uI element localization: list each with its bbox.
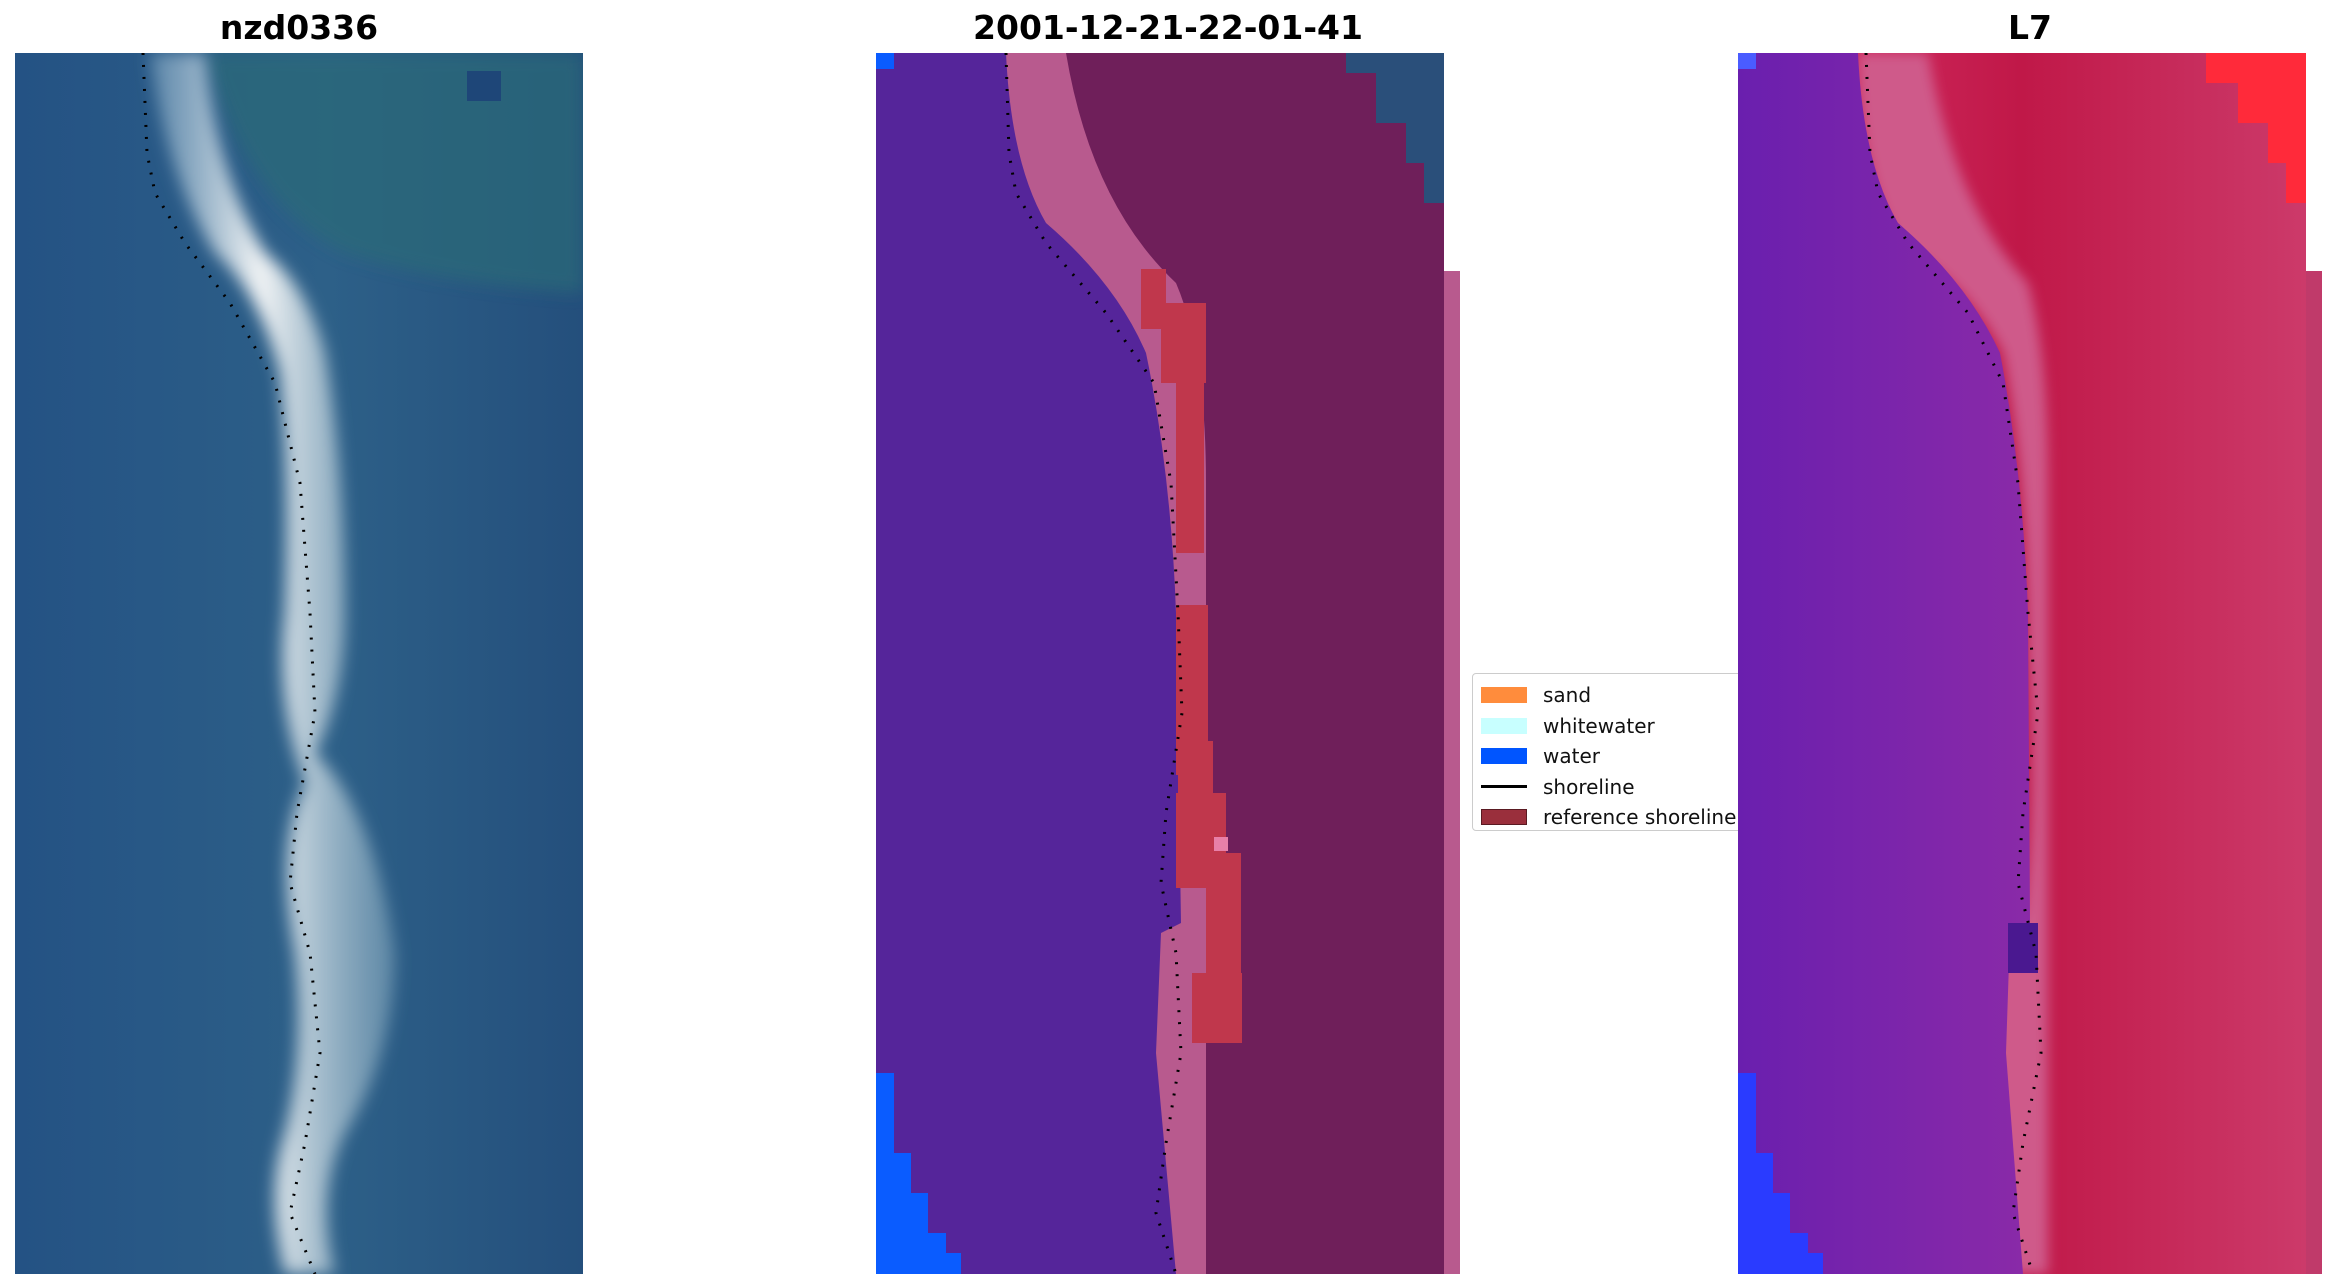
index-dark-pixel <box>2008 923 2038 973</box>
classified-water <box>876 53 1181 1274</box>
legend-swatch-whitewater <box>1481 717 1527 734</box>
legend-swatch-water <box>1481 748 1527 765</box>
legend-swatch-sand <box>1481 687 1527 704</box>
rgb-image-panel <box>15 53 583 1274</box>
legend-item-whitewater: whitewater <box>1481 711 1735 742</box>
index-right-strip <box>2306 271 2322 1274</box>
legend-item-shoreline: shoreline <box>1481 772 1735 803</box>
classified-top-right-water <box>1346 53 1444 203</box>
shoreline-rgb <box>141 53 322 1274</box>
panel-title-rgb: nzd0336 <box>219 8 379 47</box>
index-image-panel <box>1738 53 2322 1274</box>
index-open-water-top <box>1738 53 1756 69</box>
index-bright-corner <box>2206 53 2306 203</box>
legend-label-reference-shoreline: reference shoreline <box>1543 805 1737 830</box>
legend-swatch-reference-shoreline <box>1481 809 1527 826</box>
classified-image-panel <box>876 53 1460 1274</box>
legend-item-water: water <box>1481 741 1735 772</box>
legend-item-sand: sand <box>1481 680 1735 711</box>
index-open-water-bottom <box>1738 1073 1823 1274</box>
panel-title-index: L7 <box>2008 8 2052 47</box>
index-water <box>1738 53 2030 1274</box>
reference-shoreline-pixels <box>1141 269 1242 1043</box>
rgb-dark-patch <box>467 71 501 101</box>
legend-line-shoreline <box>1481 785 1527 789</box>
panel-title-classified: 2001-12-21-22-01-41 <box>973 8 1363 47</box>
classified-right-strip <box>1444 271 1460 1274</box>
legend-label-shoreline: shoreline <box>1543 774 1635 799</box>
rgb-land-top <box>135 53 583 293</box>
legend-label-whitewater: whitewater <box>1543 713 1655 738</box>
legend-label-sand: sand <box>1543 683 1592 708</box>
legend-item-reference-shoreline: reference shoreline <box>1481 802 1737 833</box>
shoreline-classified <box>1004 53 1184 1274</box>
classified-open-water-bottom <box>876 1073 961 1274</box>
classified-dot <box>1214 837 1228 851</box>
classified-open-water-top <box>876 53 894 69</box>
legend: sand whitewater water shoreline referenc… <box>1472 673 1744 831</box>
rgb-beach <box>150 53 395 1274</box>
legend-label-water: water <box>1543 744 1600 769</box>
